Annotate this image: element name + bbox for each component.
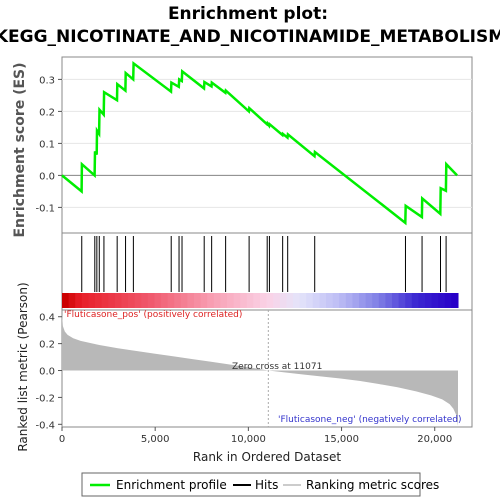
gradient-segment: [451, 293, 459, 308]
gradient-segment: [378, 293, 386, 308]
gradient-segment: [227, 293, 235, 308]
zero-cross-label: Zero cross at 11071: [232, 362, 322, 372]
chart-title-line2: KEGG_NICOTINATE_AND_NICOTINAMIDE_METABOL…: [0, 27, 500, 47]
gradient-segment: [405, 293, 413, 308]
gradient-segment: [431, 293, 439, 308]
gradient-segment: [194, 293, 202, 308]
ranking-metric-area: [62, 314, 458, 426]
chart-title-line1: Enrichment plot:: [168, 4, 328, 24]
gradient-segment: [81, 293, 89, 308]
gradient-segment: [180, 293, 188, 308]
gradient-segment: [101, 293, 109, 308]
gradient-segment: [240, 293, 248, 308]
gradient-segment: [273, 293, 281, 308]
gradient-segment: [220, 293, 228, 308]
positive-correlation-label: 'Fluticasone_pos' (positively correlated…: [64, 310, 242, 320]
es-tick-label: -0.1: [35, 203, 55, 214]
gradient-segment: [398, 293, 406, 308]
x-tick-label: 15,000: [324, 434, 359, 445]
gradient-segment: [425, 293, 433, 308]
gradient-segment: [332, 293, 340, 308]
es-tick-label: 0.0: [39, 171, 55, 182]
gradient-segment: [392, 293, 400, 308]
gradient-segment: [260, 293, 268, 308]
gradient-segment: [213, 293, 221, 308]
gradient-segment: [253, 293, 261, 308]
gradient-segment: [246, 293, 254, 308]
gradient-segment: [279, 293, 287, 308]
x-tick-label: 20,000: [417, 434, 452, 445]
gradient-segment: [134, 293, 142, 308]
metric-tick-label: -0.4: [35, 420, 55, 431]
negative-correlation-label: 'Fluticasone_neg' (negatively correlated…: [278, 415, 461, 425]
x-axis-label: Rank in Ordered Dataset: [193, 450, 341, 464]
gradient-segment: [319, 293, 327, 308]
legend-label-enrichment-profile: Enrichment profile: [116, 478, 227, 492]
es-tick-label: 0.3: [39, 75, 55, 86]
metric-tick-label: 0.4: [39, 313, 55, 324]
gradient-segment: [62, 293, 70, 308]
gradient-segment: [438, 293, 446, 308]
x-tick-label: 10,000: [231, 434, 266, 445]
gradient-segment: [339, 293, 347, 308]
gradient-segment: [88, 293, 96, 308]
legend-label-ranking-metric: Ranking metric scores: [306, 478, 439, 492]
gradient-segment: [286, 293, 294, 308]
metric-axis-label: Ranked list metric (Pearson): [16, 282, 30, 451]
ranking-gradient-bar: [62, 293, 459, 308]
gradient-segment: [372, 293, 380, 308]
gradient-segment: [444, 293, 452, 308]
gradient-segment: [161, 293, 169, 308]
x-tick-label: 0: [59, 434, 65, 445]
metric-panel: -0.4 -0.2 0.0 0.2 0.4 0 5,000 10,000 15,000 20,0…: [16, 282, 473, 464]
gradient-segment: [365, 293, 373, 308]
metric-tick-label: -0.2: [35, 393, 55, 404]
gradient-segment: [121, 293, 129, 308]
gradient-segment: [411, 293, 419, 308]
gradient-segment: [200, 293, 208, 308]
es-axis-label: Enrichment score (ES): [12, 62, 28, 237]
gradient-segment: [114, 293, 122, 308]
gradient-segment: [418, 293, 426, 308]
gradient-segment: [306, 293, 314, 308]
enrichment-profile-line: [61, 60, 458, 226]
gradient-segment: [68, 293, 76, 308]
es-panel: -0.1 0.0 0.1 0.2 0.3 Enrichment score (ES): [12, 56, 473, 238]
gradient-segment: [352, 293, 360, 308]
hits-panel: [61, 232, 473, 311]
metric-tick-label: 0.0: [39, 367, 55, 378]
gradient-segment: [167, 293, 175, 308]
gradient-segment: [345, 293, 353, 308]
gradient-segment: [233, 293, 241, 308]
gradient-segment: [174, 293, 182, 308]
legend-label-hits: Hits: [255, 478, 278, 492]
gradient-segment: [128, 293, 136, 308]
gradient-segment: [359, 293, 367, 308]
gradient-segment: [75, 293, 83, 308]
es-panel-frame: [61, 56, 473, 234]
gradient-segment: [207, 293, 215, 308]
gradient-segment: [108, 293, 116, 308]
gradient-segment: [141, 293, 149, 308]
gradient-segment: [326, 293, 334, 308]
gradient-segment: [154, 293, 162, 308]
gradient-segment: [187, 293, 195, 308]
es-tick-label: 0.2: [39, 107, 55, 118]
x-tick-label: 5,000: [141, 434, 170, 445]
gradient-segment: [147, 293, 155, 308]
metric-tick-label: 0.2: [39, 340, 55, 351]
legend: Enrichment profile Hits Ranking metric s…: [81, 472, 439, 497]
gradient-segment: [299, 293, 307, 308]
es-tick-label: 0.1: [39, 139, 55, 150]
gradient-segment: [385, 293, 393, 308]
gradient-segment: [266, 293, 274, 308]
gradient-segment: [312, 293, 320, 308]
gradient-segment: [95, 293, 103, 308]
gradient-segment: [293, 293, 301, 308]
